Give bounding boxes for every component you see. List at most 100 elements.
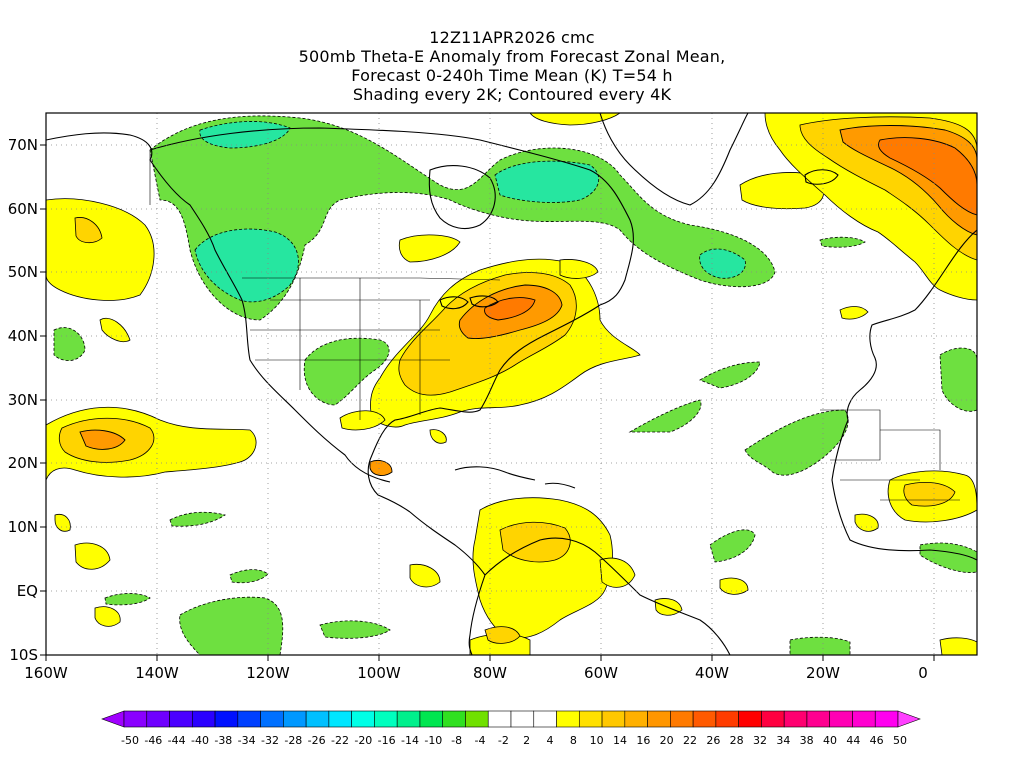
colorbar-swatch	[556, 710, 580, 728]
colorbar-label: 20	[660, 734, 674, 747]
lat-label-10s: 10S	[9, 646, 38, 664]
colorbar-swatch	[328, 710, 352, 728]
colorbar-swatch	[260, 710, 284, 728]
colorbar-swatch	[351, 710, 375, 728]
strong-negative-cores	[194, 121, 746, 303]
colorbar-swatch	[692, 710, 717, 728]
colorbar-swatch	[442, 710, 466, 728]
colorbar: -50 -46 -44 -40 -38 -34 -32 -28 -26 -22 -20 -16 -14-…	[101, 710, 921, 747]
colorbar-label: -22	[331, 734, 349, 747]
lon-label-20w: 20W	[806, 664, 840, 682]
colorbar-swatch	[305, 710, 330, 728]
colorbar-label: 26	[706, 734, 720, 747]
colorbar-swatch	[396, 710, 421, 728]
colorbar-label: 34	[776, 734, 790, 747]
lat-label-70n: 70N	[8, 136, 38, 154]
colorbar-swatch	[829, 710, 853, 728]
colorbar-label: -50	[121, 734, 139, 747]
colorbar-label: -32	[261, 734, 279, 747]
colorbar-swatch	[874, 710, 899, 728]
colorbar-label: -2	[498, 734, 509, 747]
title-line-2: 500mb Theta-E Anomaly from Forecast Zona…	[298, 47, 726, 66]
colorbar-label: 44	[846, 734, 860, 747]
lat-label-50n: 50N	[8, 263, 38, 281]
colorbar-swatch	[510, 710, 535, 728]
map-field	[46, 113, 977, 655]
colorbar-swatch	[647, 710, 671, 728]
map-frame	[45, 112, 978, 656]
peak-positive-cores	[484, 137, 977, 321]
colorbar-label: -16	[378, 734, 396, 747]
colorbar-swatch	[214, 710, 239, 728]
colorbar-swatch	[806, 710, 831, 728]
title-line-3: Forecast 0-240h Time Mean (K) T=54 h	[351, 66, 673, 85]
lon-label-160w: 160W	[24, 664, 68, 682]
gridlines	[46, 113, 977, 655]
colorbar-right-arrow	[897, 710, 921, 728]
lon-label-80w: 80W	[473, 664, 507, 682]
colorbar-label: -8	[451, 734, 462, 747]
colorbar-swatch	[715, 710, 739, 728]
colorbar-label: -4	[475, 734, 486, 747]
colorbar-label: 50	[893, 734, 907, 747]
colorbar-label: 8	[570, 734, 577, 747]
colorbar-swatch	[237, 710, 261, 728]
colorbar-label: -44	[168, 734, 186, 747]
colorbar-label: 38	[800, 734, 814, 747]
lat-label-40n: 40N	[8, 327, 38, 345]
colorbar-label: -14	[401, 734, 419, 747]
colorbar-swatch	[852, 710, 876, 728]
latitude-labels: 70N 60N 50N 40N 30N 20N 10N EQ 10S	[8, 136, 38, 664]
lat-label-eq: EQ	[17, 582, 38, 600]
colorbar-label: 4	[547, 734, 554, 747]
colorbar-label: 10	[590, 734, 604, 747]
colorbar-label: 32	[753, 734, 767, 747]
colorbar-swatch	[123, 710, 148, 728]
colorbar-label: -20	[354, 734, 372, 747]
colorbar-label: 28	[730, 734, 744, 747]
colorbar-label: -38	[214, 734, 232, 747]
lon-label-100w: 100W	[357, 664, 401, 682]
colorbar-swatch	[419, 710, 444, 728]
lon-label-40w: 40W	[695, 664, 729, 682]
colorbar-swatch	[670, 710, 694, 728]
lat-label-60n: 60N	[8, 200, 38, 218]
colorbar-swatch	[578, 710, 603, 728]
lat-label-20n: 20N	[8, 454, 38, 472]
lon-label-60w: 60W	[584, 664, 618, 682]
colorbar-swatch	[169, 710, 193, 728]
colorbar-swatch	[601, 710, 626, 728]
axis-ticks	[40, 144, 935, 661]
colorbar-swatch	[283, 710, 307, 728]
lat-label-10n: 10N	[8, 518, 38, 536]
colorbar-swatch	[465, 710, 489, 728]
lon-label-120w: 120W	[246, 664, 290, 682]
colorbar-label: -34	[238, 734, 256, 747]
colorbar-label: -26	[308, 734, 326, 747]
longitude-labels: 160W 140W 120W 100W 80W 60W 40W 20W 0	[24, 664, 928, 682]
colorbar-label: 16	[636, 734, 650, 747]
colorbar-swatch	[374, 710, 398, 728]
lat-label-30n: 30N	[8, 391, 38, 409]
colorbar-left-arrow	[101, 710, 125, 728]
colorbar-swatch	[191, 710, 216, 728]
colorbar-swatch	[624, 710, 648, 728]
title-line-4: Shading every 2K; Contoured every 4K	[352, 85, 672, 104]
colorbar-swatch	[738, 710, 762, 728]
colorbar-swatch	[783, 710, 808, 728]
title-line-1: 12Z11APR2026 cmc	[429, 28, 595, 47]
lon-label-140w: 140W	[135, 664, 179, 682]
political-borders	[149, 150, 960, 501]
colorbar-label: 14	[613, 734, 627, 747]
colorbar-swatch	[761, 710, 785, 728]
colorbar-label: 46	[870, 734, 884, 747]
colorbar-label: -46	[144, 734, 162, 747]
colorbar-swatch	[487, 710, 512, 728]
lon-label-0: 0	[918, 664, 928, 682]
colorbar-label: 22	[683, 734, 697, 747]
colorbar-label: 40	[823, 734, 837, 747]
colorbar-label: -40	[191, 734, 209, 747]
negative-anomaly-regions	[53, 115, 977, 655]
colorbar-label: -28	[284, 734, 302, 747]
